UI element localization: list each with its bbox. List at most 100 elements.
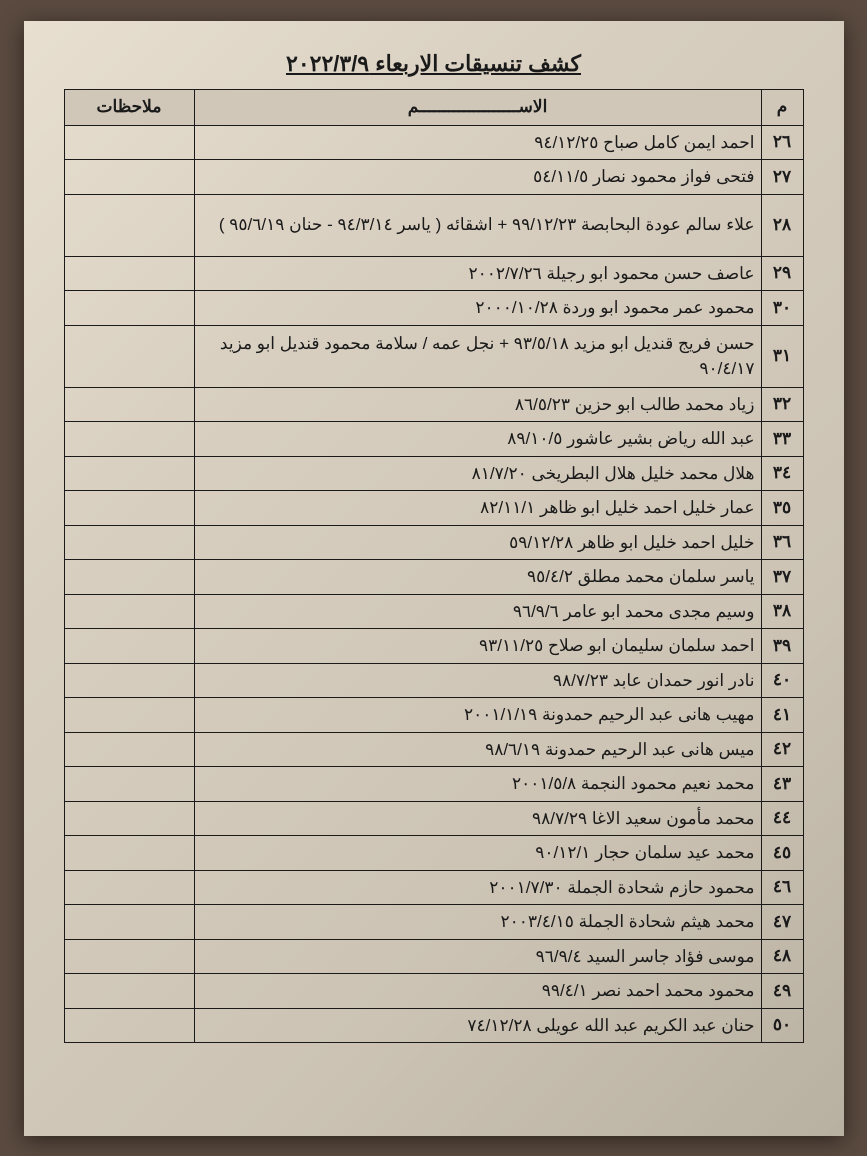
table-row: ٤١مهيب هانى عبد الرحيم حمدونة ٢٠٠١/١/١٩	[64, 698, 803, 733]
row-notes	[64, 698, 194, 733]
row-name: محمد نعيم محمود النجمة ٢٠٠١/٥/٨	[194, 767, 761, 802]
row-name: هلال محمد خليل هلال البطريخى ٨١/٧/٢٠	[194, 456, 761, 491]
table-row: ٣٣عبد الله رياض بشير عاشور ٨٩/١٠/٥	[64, 422, 803, 457]
row-index: ٢٩	[761, 256, 803, 291]
row-index: ٣٦	[761, 525, 803, 560]
row-notes	[64, 560, 194, 595]
row-index: ٤٢	[761, 732, 803, 767]
col-header-notes: ملاحظات	[64, 89, 194, 125]
row-notes	[64, 325, 194, 387]
row-notes	[64, 256, 194, 291]
row-index: ٤٧	[761, 905, 803, 940]
table-row: ٢٩عاصف حسن محمود ابو رجيلة ٢٠٠٢/٧/٢٦	[64, 256, 803, 291]
row-index: ٣٤	[761, 456, 803, 491]
row-name: احمد سلمان سليمان ابو صلاح ٩٣/١١/٢٥	[194, 629, 761, 664]
table-row: ٢٦احمد ايمن كامل صباح ٩٤/١٢/٢٥	[64, 125, 803, 160]
table-header-row: م الاســــــــــــــــــــم ملاحظات	[64, 89, 803, 125]
table-row: ٤٣محمد نعيم محمود النجمة ٢٠٠١/٥/٨	[64, 767, 803, 802]
row-notes	[64, 594, 194, 629]
row-index: ٢٨	[761, 194, 803, 256]
row-name: موسى فؤاد جاسر السيد ٩٦/٩/٤	[194, 939, 761, 974]
row-notes	[64, 870, 194, 905]
row-notes	[64, 525, 194, 560]
table-row: ٥٠حنان عبد الكريم عبد الله عويلى ٧٤/١٢/٢…	[64, 1008, 803, 1043]
table-row: ٤٨موسى فؤاد جاسر السيد ٩٦/٩/٤	[64, 939, 803, 974]
row-notes	[64, 663, 194, 698]
row-name: محمد عيد سلمان حجار ٩٠/١٢/١	[194, 836, 761, 871]
row-notes	[64, 125, 194, 160]
row-index: ٢٦	[761, 125, 803, 160]
row-index: ٣٨	[761, 594, 803, 629]
row-name: خليل احمد خليل ابو ظاهر ٥٩/١٢/٢٨	[194, 525, 761, 560]
row-notes	[64, 160, 194, 195]
table-row: ٣٢زياد محمد طالب ابو حزين ٨٦/٥/٢٣	[64, 387, 803, 422]
table-row: ٣٦خليل احمد خليل ابو ظاهر ٥٩/١٢/٢٨	[64, 525, 803, 560]
row-name: مهيب هانى عبد الرحيم حمدونة ٢٠٠١/١/١٩	[194, 698, 761, 733]
row-name: عاصف حسن محمود ابو رجيلة ٢٠٠٢/٧/٢٦	[194, 256, 761, 291]
row-notes	[64, 422, 194, 457]
row-name: ياسر سلمان محمد مطلق ٩٥/٤/٢	[194, 560, 761, 595]
table-row: ٤٢ميس هانى عبد الرحيم حمدونة ٩٨/٦/١٩	[64, 732, 803, 767]
row-index: ٤٩	[761, 974, 803, 1009]
table-row: ٤٩محمود محمد احمد نصر ٩٩/٤/١	[64, 974, 803, 1009]
row-notes	[64, 491, 194, 526]
row-notes	[64, 836, 194, 871]
table-row: ٤٦محمود حازم شحادة الجملة ٢٠٠١/٧/٣٠	[64, 870, 803, 905]
table-row: ٣٨وسيم مجدى محمد ابو عامر ٩٦/٩/٦	[64, 594, 803, 629]
row-notes	[64, 939, 194, 974]
row-notes	[64, 905, 194, 940]
row-index: ٤١	[761, 698, 803, 733]
table-row: ٢٧فتحى فواز محمود نصار ٥٤/١١/٥	[64, 160, 803, 195]
row-index: ٣٩	[761, 629, 803, 664]
row-notes	[64, 801, 194, 836]
row-name: نادر انور حمدان عابد ٩٨/٧/٢٣	[194, 663, 761, 698]
table-row: ٣٧ياسر سلمان محمد مطلق ٩٥/٤/٢	[64, 560, 803, 595]
row-name: حسن فريج قنديل ابو مزيد ٩٣/٥/١٨ + نجل عم…	[194, 325, 761, 387]
row-name: ميس هانى عبد الرحيم حمدونة ٩٨/٦/١٩	[194, 732, 761, 767]
row-name: عبد الله رياض بشير عاشور ٨٩/١٠/٥	[194, 422, 761, 457]
row-notes	[64, 456, 194, 491]
row-name: محمود حازم شحادة الجملة ٢٠٠١/٧/٣٠	[194, 870, 761, 905]
row-notes	[64, 767, 194, 802]
table-row: ٣٠محمود عمر محمود ابو وردة ٢٠٠٠/١٠/٢٨	[64, 291, 803, 326]
row-name: فتحى فواز محمود نصار ٥٤/١١/٥	[194, 160, 761, 195]
row-index: ٣١	[761, 325, 803, 387]
row-index: ٣٢	[761, 387, 803, 422]
row-notes	[64, 974, 194, 1009]
row-index: ٣٧	[761, 560, 803, 595]
row-index: ٣٥	[761, 491, 803, 526]
row-notes	[64, 1008, 194, 1043]
row-index: ٤٤	[761, 801, 803, 836]
row-name: زياد محمد طالب ابو حزين ٨٦/٥/٢٣	[194, 387, 761, 422]
row-index: ٤٣	[761, 767, 803, 802]
col-header-name: الاســــــــــــــــــــم	[194, 89, 761, 125]
row-index: ٥٠	[761, 1008, 803, 1043]
table-row: ٣٤هلال محمد خليل هلال البطريخى ٨١/٧/٢٠	[64, 456, 803, 491]
row-name: عمار خليل احمد خليل ابو ظاهر ٨٢/١١/١	[194, 491, 761, 526]
table-row: ٣٩احمد سلمان سليمان ابو صلاح ٩٣/١١/٢٥	[64, 629, 803, 664]
row-name: محمد هيثم شحادة الجملة ٢٠٠٣/٤/١٥	[194, 905, 761, 940]
table-row: ٤٧محمد هيثم شحادة الجملة ٢٠٠٣/٤/١٥	[64, 905, 803, 940]
row-name: محمود عمر محمود ابو وردة ٢٠٠٠/١٠/٢٨	[194, 291, 761, 326]
table-row: ٤٥محمد عيد سلمان حجار ٩٠/١٢/١	[64, 836, 803, 871]
table-row: ٤٠نادر انور حمدان عابد ٩٨/٧/٢٣	[64, 663, 803, 698]
row-name: علاء سالم عودة البحابصة ٩٩/١٢/٢٣ + اشقائ…	[194, 194, 761, 256]
row-notes	[64, 387, 194, 422]
row-index: ٤٥	[761, 836, 803, 871]
row-notes	[64, 194, 194, 256]
table-row: ٣١حسن فريج قنديل ابو مزيد ٩٣/٥/١٨ + نجل …	[64, 325, 803, 387]
row-index: ٣٣	[761, 422, 803, 457]
table-row: ٤٤محمد مأمون سعيد الاغا ٩٨/٧/٢٩	[64, 801, 803, 836]
document-page: كشف تنسيقات الاربعاء ٢٠٢٢/٣/٩ م الاســــ…	[24, 21, 844, 1136]
row-name: حنان عبد الكريم عبد الله عويلى ٧٤/١٢/٢٨	[194, 1008, 761, 1043]
row-index: ٢٧	[761, 160, 803, 195]
table-row: ٣٥عمار خليل احمد خليل ابو ظاهر ٨٢/١١/١	[64, 491, 803, 526]
row-name: محمد مأمون سعيد الاغا ٩٨/٧/٢٩	[194, 801, 761, 836]
row-index: ٤٦	[761, 870, 803, 905]
table-row: ٢٨علاء سالم عودة البحابصة ٩٩/١٢/٢٣ + اشق…	[64, 194, 803, 256]
row-notes	[64, 732, 194, 767]
page-title: كشف تنسيقات الاربعاء ٢٠٢٢/٣/٩	[64, 51, 804, 77]
row-index: ٤٨	[761, 939, 803, 974]
row-notes	[64, 629, 194, 664]
row-index: ٤٠	[761, 663, 803, 698]
